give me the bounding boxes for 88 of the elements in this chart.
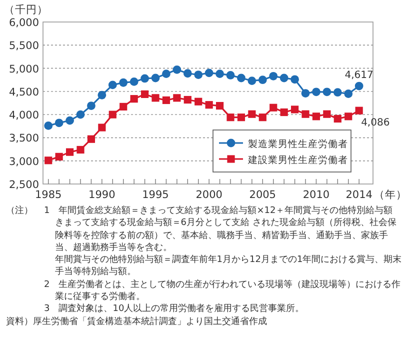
point (355, 106, 363, 114)
point (54, 118, 64, 128)
point (302, 110, 310, 118)
point (269, 72, 278, 80)
point (66, 116, 74, 125)
point (183, 69, 192, 78)
y-tick-label: 2,500 (8, 179, 39, 191)
text: 年間賞与その他特別給与額＝調査年前年1月から12月までの1年間における賞与、期末手当等特別給与額。 (54, 254, 403, 279)
point (87, 102, 96, 110)
point (344, 112, 352, 120)
point (237, 114, 246, 122)
ylabel: （千円） (4, 4, 48, 16)
legend-label: 製造業男性生産労働者 (248, 138, 348, 150)
point (152, 94, 160, 102)
text: きまって支給する現金給与額＝6月分として支給 された現金給与額（所得税、社会保険料等を控除する前の額）で、基本給、職務手当、精皆勤手当、通勤手当、家族手当、超過勤務手当等を含む。 (54, 217, 398, 254)
point (140, 74, 149, 83)
point (280, 108, 288, 116)
point (312, 112, 320, 120)
point (130, 78, 138, 86)
point (280, 74, 288, 82)
x-tick-label: 2005 (249, 189, 276, 201)
point (226, 71, 235, 80)
point (120, 102, 128, 111)
x-tick-label: 2010 (302, 189, 330, 201)
text: 2 生産労働者とは、主として物の生産が行われている現場等（建設現場等）における作業に従事する労働者。 (44, 278, 402, 304)
point (76, 110, 85, 119)
x-tick-label: 1985 (34, 189, 62, 201)
y-tick-label: 6,000 (8, 17, 39, 29)
point (312, 88, 320, 96)
y-tick-label: 4,000 (8, 110, 39, 122)
point (258, 76, 267, 84)
y-tick-label: 4,500 (8, 86, 39, 98)
point (55, 152, 63, 160)
point (290, 106, 299, 114)
x-tick-label: 2014 (346, 189, 373, 201)
text: 資料）厚生労働省「賃金構造基本統計調査」より国土交通省作成 (6, 316, 268, 328)
point (162, 96, 170, 104)
text: （注） (6, 205, 34, 218)
point (130, 95, 138, 103)
x-tick-label: 1990 (88, 189, 116, 201)
point (226, 114, 234, 122)
point (258, 114, 266, 122)
point (172, 65, 182, 74)
text: 3 調査対象は、10人以上の常用労働者を雇用する民営事業所。 (44, 303, 306, 316)
point (237, 74, 246, 82)
point (87, 135, 96, 143)
legend-label: 建設業男性生産労働者 (247, 154, 348, 166)
point (98, 124, 106, 132)
point (323, 110, 331, 118)
point (322, 88, 332, 96)
text: 1 年間賃金総支給額＝きまって支給する現金給与額×12＋年間賞与その他特別給与額 (44, 205, 394, 218)
point (270, 104, 278, 112)
x-tick-label: 1995 (142, 189, 169, 201)
xlabel: （年） (374, 189, 407, 201)
point (194, 70, 203, 79)
x-tick-label: 2000 (196, 189, 222, 201)
point (76, 146, 84, 154)
point (290, 75, 299, 84)
y-tick-label: 3,500 (8, 132, 39, 145)
point (162, 70, 170, 78)
data-label: 4,617 (344, 70, 374, 82)
point (66, 148, 74, 156)
point (216, 70, 224, 78)
point (344, 90, 353, 98)
y-tick-label: 3,000 (8, 156, 39, 168)
point (248, 76, 256, 85)
y-tick-label: 5,000 (8, 63, 39, 76)
point (119, 78, 128, 87)
point (108, 110, 116, 118)
point (98, 90, 106, 100)
point (204, 68, 214, 78)
y-tick-label: 5,500 (8, 40, 39, 52)
point (194, 98, 202, 106)
point (151, 74, 160, 82)
point (216, 102, 224, 110)
point (333, 88, 342, 97)
point (301, 89, 310, 98)
point (205, 101, 213, 109)
point (44, 156, 52, 164)
point (248, 110, 256, 118)
point (184, 96, 192, 104)
point (334, 114, 342, 123)
point (140, 90, 149, 98)
point (108, 80, 117, 90)
point (354, 82, 364, 90)
data-label: 4,086 (361, 118, 390, 129)
point (44, 121, 53, 130)
point (173, 94, 181, 102)
